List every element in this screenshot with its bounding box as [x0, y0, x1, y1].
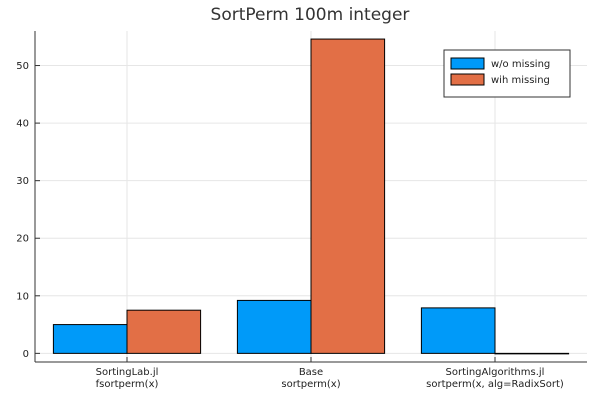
- y-tick-label: 0: [23, 349, 29, 360]
- chart-title: SortPerm 100m integer: [211, 5, 410, 25]
- bar-wo-missing: [420, 307, 496, 354]
- bar-wo-missing: [236, 299, 312, 354]
- x-tick-label: Base: [299, 367, 323, 378]
- axes: [34, 31, 587, 363]
- bar-with-missing: [310, 38, 386, 354]
- x-tick-label: SortingAlgorithms.jl: [446, 367, 545, 378]
- x-tick-label: sortperm(x): [281, 379, 340, 390]
- x-tick-label: fsortperm(x): [96, 379, 159, 390]
- y-tick-label: 20: [16, 234, 29, 245]
- y-tick-labels: 0 10 20 30 40 50: [16, 61, 29, 360]
- legend-swatch: [450, 73, 485, 86]
- legend-swatch: [450, 57, 485, 70]
- y-tick-label: 10: [16, 291, 29, 302]
- legend-label: w/o missing: [491, 59, 550, 70]
- y-tick-label: 40: [16, 119, 29, 130]
- legend-label: wih missing: [491, 75, 550, 86]
- y-tick-label: 50: [16, 61, 29, 72]
- x-tick-label: sortperm(x, alg=RadixSort): [426, 379, 564, 390]
- bar-with-missing: [126, 309, 202, 354]
- bar-with-missing: [494, 352, 570, 355]
- bars: [52, 38, 570, 355]
- bar-wo-missing: [52, 324, 128, 354]
- y-tick-label: 30: [16, 176, 29, 187]
- legend: w/o missing wih missing: [443, 49, 571, 98]
- x-tick-label: SortingLab.jl: [96, 367, 159, 378]
